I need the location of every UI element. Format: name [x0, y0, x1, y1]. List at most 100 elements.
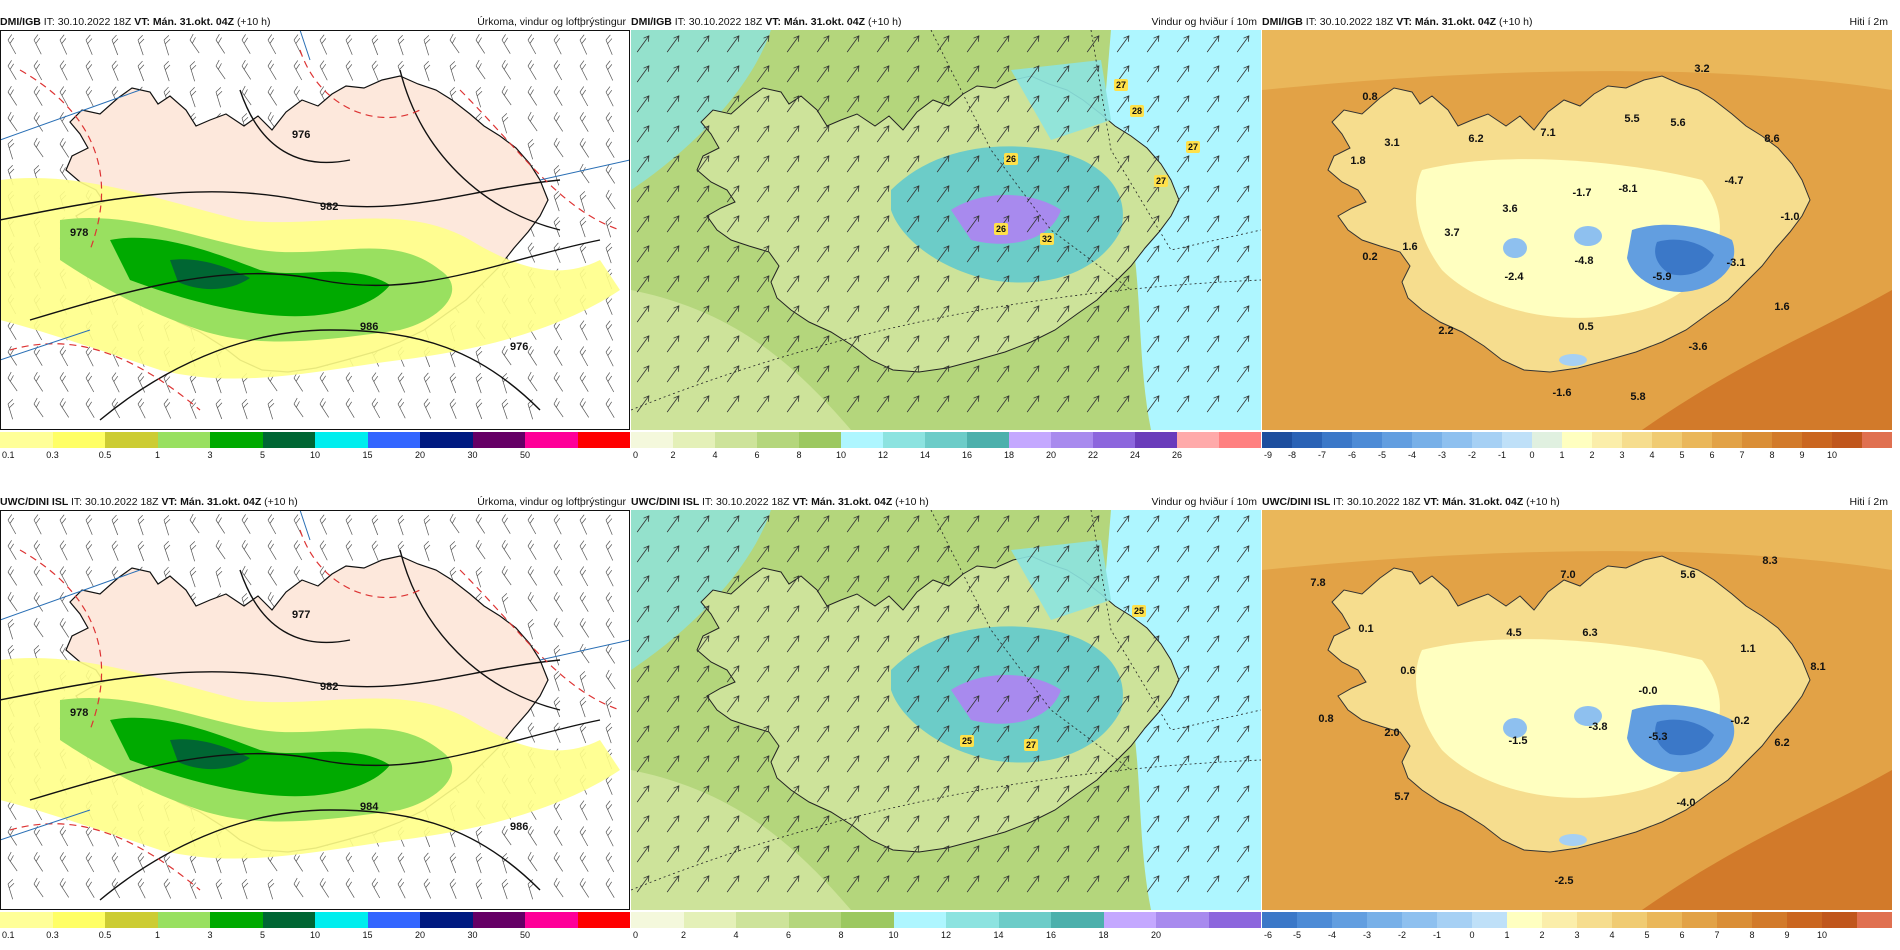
colorbar-swatch [1532, 432, 1562, 448]
colorbar-tick-label: 2 [1589, 450, 1595, 460]
gust-label: 27 [1154, 175, 1168, 187]
panel-header: DMI/IGB IT: 30.10.2022 18Z VT: Mán. 31.o… [631, 14, 902, 30]
lead-time: (+10 h) [236, 16, 271, 28]
colorbar-swatch [262, 432, 315, 448]
map-area: 0.8 3.2 3.1 6.2 7.1 5.5 5.6 8.6 1.8 -1.7 -8.1 -4.7 3… [1262, 30, 1892, 430]
temperature-label: 4.5 [1506, 627, 1521, 639]
temperature-label: 1.6 [1774, 301, 1789, 313]
valid-time: VT: Mán. 31.okt. 04Z [1396, 16, 1499, 28]
temperature-label: -0.2 [1731, 715, 1750, 727]
temperature-label: 2.2 [1438, 325, 1453, 337]
colorbar-tick-label: 18 [1003, 450, 1015, 460]
temperature-label: 6.2 [1774, 737, 1789, 749]
panel-header: UWC/DINI ISL IT: 30.10.2022 18Z VT: Mán.… [1262, 494, 1560, 510]
colorbar-swatch [1592, 432, 1622, 448]
colorbar-tick-label: 14 [993, 930, 1004, 940]
colorbar-swatch [525, 912, 578, 928]
colorbar-tick-label: 10 [888, 930, 899, 940]
temperature-label: 1.8 [1350, 155, 1365, 167]
colorbar-swatch [1051, 912, 1104, 928]
colorbar-tick-label: 24 [1129, 450, 1141, 460]
colorbar-swatch [1787, 912, 1822, 928]
temperature-label: 7.1 [1540, 127, 1555, 139]
svg-text:27: 27 [1188, 142, 1198, 152]
colorbar-swatch [210, 432, 263, 448]
map-svg: 7.8 7.0 5.6 8.3 0.1 4.5 6.3 1.1 8.1 0.6 -0.0 0.8 2.0… [1262, 510, 1892, 910]
temperature-label: 1.1 [1740, 643, 1755, 655]
colorbar-swatch [1093, 432, 1135, 448]
init-time: IT: 30.10.2022 18Z [43, 16, 135, 28]
colorbar-swatch [210, 912, 263, 928]
colorbar-swatch [105, 432, 158, 448]
colorbar-swatch [631, 432, 673, 448]
colorbar-swatch [1472, 912, 1507, 928]
temperature-label: -4.8 [1575, 255, 1594, 267]
colorbar-tick-label: 18 [1098, 930, 1109, 940]
colorbar [1262, 912, 1892, 928]
colorbar-swatch [1652, 432, 1682, 448]
init-time: IT: 30.10.2022 18Z [70, 496, 162, 508]
isobar-label: 977 [292, 609, 310, 621]
colorbar-tick-label: 8 [796, 450, 802, 460]
map-area: 7.8 7.0 5.6 8.3 0.1 4.5 6.3 1.1 8.1 0.6 -0.0 0.8 2.0… [1262, 510, 1892, 910]
colorbar-tick-label: 3 [1619, 450, 1625, 460]
colorbar-tick-label: 6 [785, 930, 792, 940]
colorbar-tick-label: 9 [1784, 930, 1790, 940]
colorbar-ticks: 0 2 4 6 8 10 12 14 16 18 20 22 24 26 [631, 450, 1261, 462]
colorbar-tick-label: 10 [1816, 930, 1828, 940]
colorbar-swatch [52, 432, 105, 448]
colorbar-ticks: -9 -8 -7 -6 -5 -4 -3 -2 -1 0 1 2 3 4 5 6 7 8 9 10 [1262, 450, 1892, 462]
isobar-label: 982 [320, 681, 338, 693]
colorbar-swatch [1382, 432, 1412, 448]
temperature-label: 8.3 [1762, 555, 1777, 567]
colorbar-swatch [1412, 432, 1442, 448]
temperature-label: -0.0 [1639, 685, 1658, 697]
product-title: Vindur og hviður í 10m [1151, 16, 1257, 28]
colorbar-tick-label: 6 [1709, 450, 1715, 460]
colorbar-tick-label: -3 [1437, 450, 1447, 460]
colorbar-swatch [1219, 432, 1261, 448]
colorbar-tick-label: 5 [259, 930, 266, 940]
colorbar-swatch [1402, 912, 1437, 928]
colorbar-swatch [673, 432, 715, 448]
model-name: UWC/DINI ISL [0, 496, 71, 508]
temperature-label: 6.2 [1468, 133, 1483, 145]
colorbar-swatch [577, 432, 630, 448]
colorbar-tick-label: 3 [1574, 930, 1580, 940]
colorbar-swatch [998, 912, 1051, 928]
colorbar-tick-label: 12 [877, 450, 889, 460]
colorbar-swatch [1262, 912, 1297, 928]
colorbar-tick-label: 20 [1045, 450, 1057, 460]
colorbar-tick-label: -3 [1362, 930, 1372, 940]
colorbar-swatch [0, 912, 53, 928]
colorbar-ticks: 0.1 0.3 0.5 1 3 5 10 15 20 30 50 [0, 930, 630, 942]
colorbar [631, 432, 1261, 448]
colorbar-tick-label: 5 [1644, 930, 1650, 940]
colorbar-tick-label: 1 [154, 930, 161, 940]
temperature-label: -5.3 [1649, 731, 1668, 743]
colorbar-swatch [925, 432, 967, 448]
temperature-label: 0.6 [1400, 665, 1415, 677]
colorbar-tick-label: 30 [467, 930, 478, 940]
colorbar-swatch [1577, 912, 1612, 928]
colorbar-swatch [883, 432, 925, 448]
colorbar [0, 432, 630, 448]
colorbar-tick-label: -5 [1292, 930, 1302, 940]
temperature-label: -8.1 [1619, 183, 1638, 195]
colorbar-tick-label: 0 [1469, 930, 1475, 940]
temperature-label: 5.6 [1670, 117, 1685, 129]
init-time: IT: 30.10.2022 18Z [1305, 16, 1397, 28]
colorbar-tick-label: 14 [919, 450, 931, 460]
colorbar-tick-label: 16 [1045, 930, 1057, 940]
colorbar-tick-label: 50 [519, 930, 531, 940]
precip-panel-uwc: UWC/DINI ISL IT: 30.10.2022 18Z VT: Mán.… [0, 494, 630, 946]
temperature-label: 7.0 [1560, 569, 1575, 581]
colorbar-swatch [1562, 432, 1592, 448]
colorbar-swatch [157, 912, 210, 928]
temperature-label: -1.5 [1509, 735, 1528, 747]
colorbar-tick-label: -9 [1264, 450, 1273, 460]
isobar-label: 982 [320, 201, 338, 213]
svg-text:27: 27 [1026, 740, 1036, 750]
colorbar-tick-label: 10 [309, 450, 321, 460]
product-title: Úrkoma, vindur og loftþrýstingur [477, 496, 626, 508]
